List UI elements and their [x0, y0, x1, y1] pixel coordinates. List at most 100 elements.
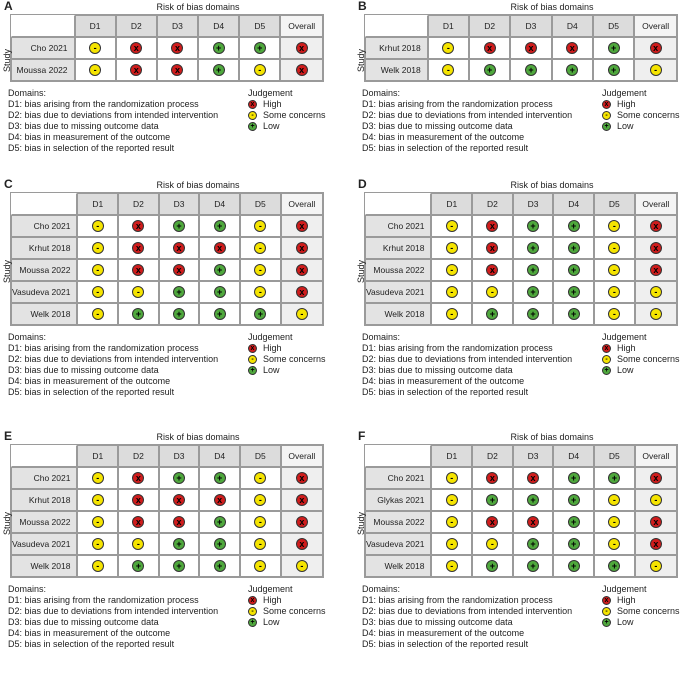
- judgement-cell: x: [472, 215, 513, 237]
- study-name: Welk 2018: [365, 59, 428, 81]
- study-row: Krhut 2018 - x + + - x: [365, 237, 677, 259]
- judgement-cell: +: [240, 303, 281, 325]
- judgement-cell: +: [553, 489, 595, 511]
- judgement-high-icon: x: [295, 516, 308, 528]
- judgement-some-icon: -: [91, 560, 104, 572]
- judgement-some-icon: -: [608, 242, 621, 254]
- judgement-low-icon: +: [253, 42, 266, 54]
- judgement-low-icon: +: [173, 538, 186, 550]
- legend-label: Low: [263, 365, 280, 375]
- judgement-cell: x: [280, 37, 323, 59]
- judgement-legend: Judgement x High - Some concerns + Low: [602, 584, 680, 628]
- judgement-cell: -: [77, 215, 119, 237]
- judgement-cell: -: [118, 281, 159, 303]
- judgement-cell: +: [553, 533, 595, 555]
- domain-definition: D5: bias in selection of the reported re…: [8, 387, 175, 397]
- column-header: D2: [115, 15, 157, 37]
- judgement-cell: +: [199, 259, 241, 281]
- judgement-high-icon: x: [213, 242, 226, 254]
- panel-d: D Risk of bias domains D1 D2 D3 D4 D5 Overall Ch…: [356, 177, 690, 430]
- judgement-cell: -: [77, 533, 119, 555]
- judgement-some-icon: -: [608, 220, 621, 232]
- study-name: Moussa 2022: [365, 259, 432, 281]
- judgement-cell: +: [553, 259, 595, 281]
- judgement-high-icon: x: [173, 242, 186, 254]
- judgement-low-icon: +: [213, 220, 226, 232]
- column-header: Overall: [280, 445, 323, 467]
- judgement-some-icon: -: [445, 516, 458, 528]
- legend-entry: - Some concerns: [248, 110, 326, 121]
- judgement-low-icon: +: [602, 366, 611, 375]
- judgement-high-icon: x: [132, 264, 145, 276]
- column-header: Overall: [634, 193, 677, 215]
- judgement-high-icon: x: [132, 494, 145, 506]
- judgement-cell: -: [431, 237, 473, 259]
- judgement-some-icon: -: [649, 560, 662, 572]
- study-row: Moussa 2022 - x + + - x: [365, 259, 677, 281]
- judgement-cell: -: [472, 281, 513, 303]
- judgement-cell: +: [553, 237, 595, 259]
- judgement-cell: -: [431, 467, 473, 489]
- legend-entry: + Low: [602, 365, 680, 376]
- judgement-high-icon: x: [295, 264, 308, 276]
- judgement-some-icon: -: [254, 560, 267, 572]
- judgement-cell: +: [469, 59, 511, 81]
- judgement-low-icon: +: [213, 538, 226, 550]
- legend-entry: - Some concerns: [602, 110, 680, 121]
- domain-definition: D4: bias in measurement of the outcome: [8, 132, 171, 142]
- judgement-some-icon: -: [445, 242, 458, 254]
- judgement-cell: +: [512, 237, 554, 259]
- study-row: Vasudeva 2021 - - + + - x: [11, 533, 323, 555]
- judgement-cell: +: [198, 37, 240, 59]
- study-name: Welk 2018: [11, 555, 78, 577]
- domains-heading: Domains:: [362, 584, 401, 594]
- judgement-low-icon: +: [567, 538, 580, 550]
- panel-label: C: [4, 177, 13, 191]
- judgement-low-icon: +: [486, 560, 499, 572]
- judgement-some-icon: -: [91, 264, 104, 276]
- judgement-legend: Judgement x High - Some concerns + Low: [602, 332, 680, 376]
- column-header: Overall: [634, 445, 677, 467]
- judgement-heading: Judgement: [248, 584, 293, 594]
- panel-e: E Risk of bias domains D1 D2 D3 D4 D5 Overall Ch…: [2, 429, 344, 682]
- domain-definition: D4: bias in measurement of the outcome: [362, 628, 525, 638]
- panel-label: D: [358, 177, 367, 191]
- study-row: Cho 2021 - x + + - x: [365, 215, 677, 237]
- judgement-high-icon: x: [295, 494, 308, 506]
- header-row: D1 D2 D3 D4 D5 Overall: [11, 193, 323, 215]
- legend-entry: - Some concerns: [602, 354, 680, 365]
- judgement-cell: +: [239, 37, 281, 59]
- judgement-high-icon: x: [602, 344, 611, 353]
- judgement-low-icon: +: [567, 286, 580, 298]
- chart-title: Risk of bias domains: [510, 432, 594, 442]
- study-row: Welk 2018 - + + + - -: [11, 555, 323, 577]
- judgement-some-icon: -: [295, 308, 308, 320]
- study-name: Cho 2021: [365, 467, 432, 489]
- judgement-some-icon: -: [91, 538, 104, 550]
- judgement-some-icon: -: [91, 516, 104, 528]
- domain-definition: D2: bias due to deviations from intended…: [8, 606, 219, 616]
- judgement-heading: Judgement: [602, 332, 647, 342]
- column-header: D5: [240, 445, 281, 467]
- judgement-low-icon: +: [524, 64, 537, 76]
- judgement-low-icon: +: [527, 264, 540, 276]
- column-header: D3: [510, 15, 552, 37]
- judgement-low-icon: +: [607, 42, 620, 54]
- column-header: D1: [74, 15, 116, 37]
- domain-definition: D1: bias arising from the randomization …: [8, 99, 199, 109]
- judgement-cell: x: [634, 467, 677, 489]
- domain-definition: D5: bias in selection of the reported re…: [362, 143, 529, 153]
- judgement-some-icon: -: [602, 111, 611, 120]
- legend-entry: - Some concerns: [248, 354, 326, 365]
- legend-entry: x High: [248, 343, 326, 354]
- column-header: D4: [553, 193, 595, 215]
- judgement-low-icon: +: [173, 308, 186, 320]
- judgement-cell: -: [240, 555, 281, 577]
- study-name: Cho 2021: [11, 37, 75, 59]
- judgement-some-icon: -: [649, 308, 662, 320]
- column-header: Overall: [634, 15, 677, 37]
- judgement-low-icon: +: [213, 264, 226, 276]
- judgement-cell: x: [634, 215, 677, 237]
- column-header: D4: [199, 445, 241, 467]
- judgement-high-icon: x: [566, 42, 579, 54]
